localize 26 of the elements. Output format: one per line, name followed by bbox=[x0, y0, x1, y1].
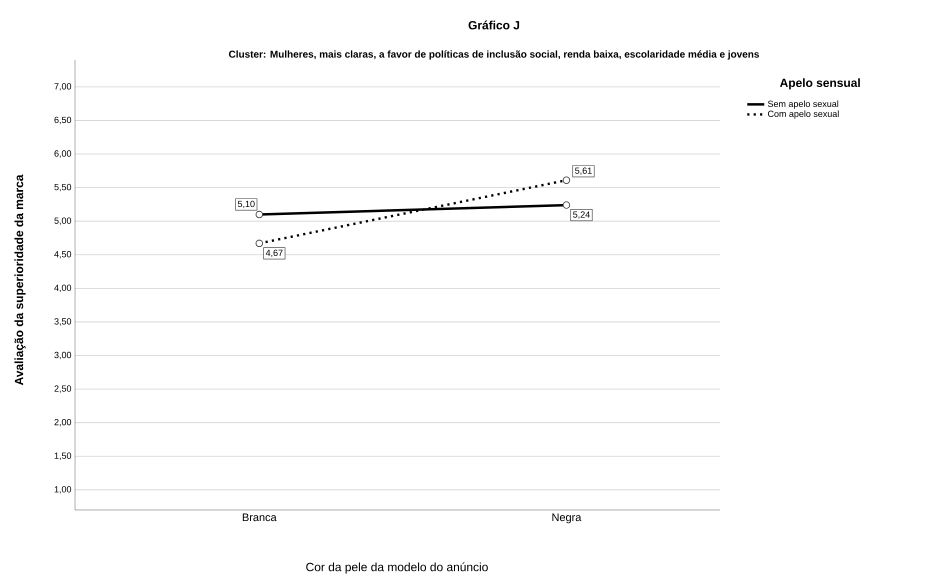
y-tick-label: 6,00 bbox=[54, 150, 72, 158]
y-tick-label: 1,50 bbox=[54, 452, 72, 460]
chart-subtitle: Cluster: Mulheres, mais claras, a favor de políticas de inclusão social, renda baixa, escolaridade média e jovens bbox=[229, 50, 759, 60]
legend-label: Com apelo sexual bbox=[768, 110, 839, 119]
y-tick-label: 1,00 bbox=[54, 486, 72, 494]
data-label: 4,67 bbox=[266, 250, 283, 258]
y-tick-label: 6,50 bbox=[54, 116, 72, 124]
legend-label: Sem apelo sexual bbox=[768, 100, 838, 109]
x-tick-label: Branca bbox=[242, 514, 277, 522]
y-tick-label: 5,50 bbox=[54, 184, 72, 192]
y-tick-label: 3,50 bbox=[54, 318, 72, 326]
y-tick-label: 4,00 bbox=[54, 284, 72, 292]
legend-title: Apelo sensual bbox=[780, 78, 860, 90]
y-axis-title: Avaliação da superioridade da marca bbox=[14, 174, 26, 386]
y-tick-label: 2,50 bbox=[54, 385, 72, 393]
data-label: 5,61 bbox=[575, 168, 592, 175]
x-tick-label: Negra bbox=[552, 514, 582, 524]
chart-title: Gráfico J bbox=[468, 20, 520, 30]
data-label: 5,10 bbox=[238, 200, 255, 208]
y-tick-label: 3,00 bbox=[54, 352, 72, 360]
y-tick-label: 5,00 bbox=[54, 217, 72, 225]
y-tick-label: 4,50 bbox=[54, 251, 72, 258]
x-axis-title: Cor da pele da modelo do anúncio bbox=[306, 562, 488, 574]
y-tick-label: 7,00 bbox=[54, 83, 72, 91]
data-label: 5,24 bbox=[573, 211, 590, 219]
y-tick-label: 2,00 bbox=[54, 418, 72, 426]
